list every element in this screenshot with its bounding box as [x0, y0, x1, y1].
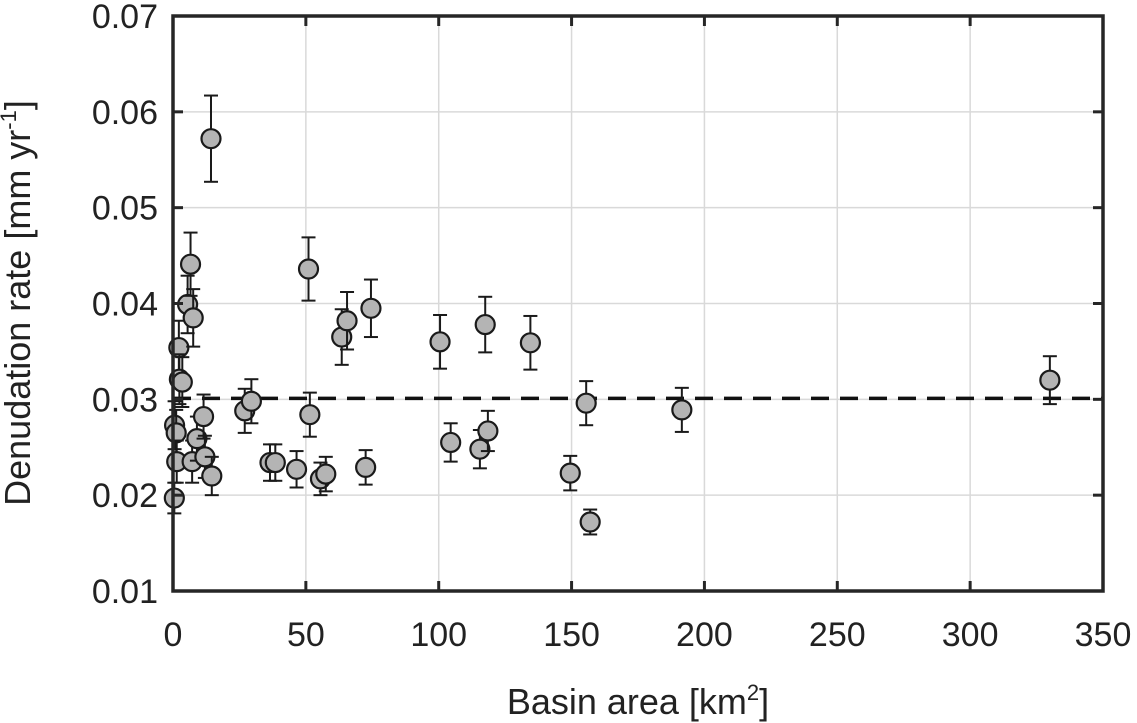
x-tick-label: 250 — [809, 616, 866, 654]
data-point — [315, 455, 337, 493]
point-marker — [192, 405, 215, 428]
point-marker — [355, 456, 377, 478]
data-point — [336, 291, 358, 351]
x-tick-label: 100 — [410, 616, 467, 654]
y-axis-label: Denudation rate [mm yr-1] — [0, 100, 38, 506]
x-axis-label-main: Basin area [km — [507, 681, 747, 722]
x-tick-label: 0 — [164, 616, 183, 654]
x-tick-label: 350 — [1075, 616, 1132, 654]
data-point — [264, 443, 286, 482]
point-marker — [297, 258, 320, 280]
point-marker — [477, 420, 499, 442]
data-point — [299, 391, 321, 438]
data-point — [1039, 355, 1061, 406]
x-tick-label: 300 — [942, 616, 999, 654]
y-axis-label-end: ] — [0, 100, 38, 110]
x-tick-label: 150 — [543, 616, 600, 654]
x-tick-label: 200 — [676, 616, 733, 654]
data-point — [355, 449, 377, 486]
y-axis-label-main: Denudation rate [mm yr — [0, 130, 38, 506]
data-points — [163, 94, 1061, 536]
point-marker — [182, 307, 204, 329]
point-marker — [579, 511, 601, 533]
point-marker — [575, 392, 597, 414]
data-point — [285, 450, 308, 489]
point-marker — [264, 451, 286, 474]
point-marker — [469, 438, 491, 460]
point-marker — [285, 458, 308, 480]
point-marker — [440, 431, 462, 454]
y-tick-label: 0.03 — [92, 381, 158, 419]
y-tick-label: 0.07 — [92, 0, 158, 36]
point-marker — [171, 371, 193, 393]
point-marker — [299, 404, 321, 426]
y-tick-label: 0.01 — [92, 573, 158, 611]
data-point — [182, 288, 204, 348]
grid-lines — [173, 16, 1103, 591]
y-tick-label: 0.04 — [92, 286, 158, 324]
point-marker — [240, 390, 262, 412]
data-point — [477, 409, 499, 453]
data-point — [671, 386, 693, 433]
data-point — [240, 378, 262, 425]
point-marker — [315, 463, 337, 485]
point-marker — [671, 399, 693, 421]
tick-marks — [171, 14, 1105, 593]
point-marker — [429, 331, 451, 353]
point-marker — [200, 128, 222, 150]
point-marker — [201, 465, 223, 487]
data-point — [579, 508, 601, 536]
y-tick-labels: 0.01 0.02 0.03 0.04 0.05 0.06 0.07 — [92, 0, 158, 611]
data-point — [201, 455, 223, 497]
data-point — [360, 278, 382, 339]
data-point — [575, 380, 597, 427]
y-tick-label: 0.05 — [92, 190, 158, 228]
point-marker — [474, 313, 496, 336]
data-point — [519, 314, 541, 371]
x-axis-label-superscript: 2 — [747, 680, 759, 705]
data-point — [171, 356, 193, 408]
data-point — [429, 314, 451, 370]
point-marker — [179, 253, 202, 275]
data-point — [192, 393, 215, 440]
point-marker — [360, 297, 382, 319]
x-tick-labels: 0 50 100 150 200 250 300 350 — [164, 616, 1132, 654]
y-tick-label: 0.02 — [92, 477, 158, 515]
x-axis-label-end: ] — [759, 681, 769, 722]
point-marker — [165, 422, 187, 444]
data-point — [200, 94, 222, 183]
x-tick-label: 50 — [287, 616, 325, 654]
data-point — [297, 236, 320, 302]
point-marker — [559, 462, 581, 484]
point-marker — [336, 310, 358, 332]
data-point — [234, 387, 256, 434]
point-marker — [1039, 369, 1061, 391]
point-marker — [519, 332, 541, 354]
data-point — [440, 422, 462, 463]
x-axis-label: Basin area [km2] — [507, 680, 769, 722]
data-point — [559, 454, 581, 492]
data-point — [179, 231, 202, 297]
data-point — [474, 295, 496, 354]
y-axis-label-superscript: -1 — [0, 110, 21, 130]
y-tick-label: 0.06 — [92, 94, 158, 132]
